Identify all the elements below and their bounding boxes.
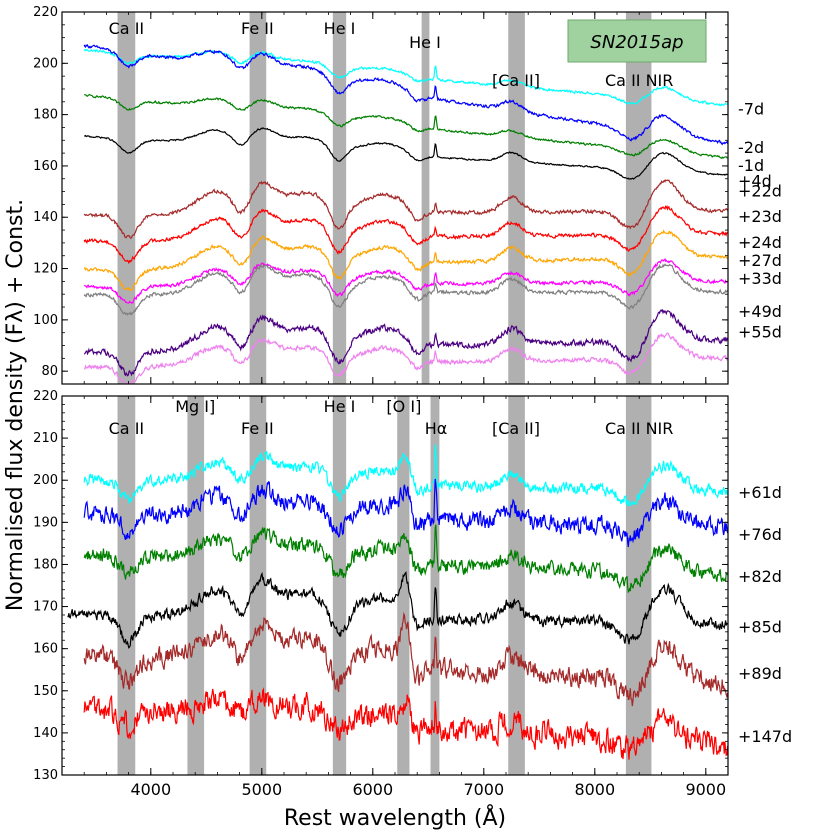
y-tick-label-top-1: 100 [33,313,58,328]
y-tick-label-top-7: 220 [33,5,58,20]
y-tick-label-top-2: 120 [33,262,58,277]
series-line-p76d [83,478,728,548]
band-label-bottom-6: [Ca II] [492,419,540,438]
band-bottom-5 [430,396,440,775]
epoch-label-p82d: +82d [738,567,782,586]
x-tick-label-3: 7000 [463,780,504,799]
band-label-bottom-0: Ca II [109,419,145,438]
series-line-p4d [84,127,728,180]
legend-box [567,19,707,63]
series-line-p147d [83,687,728,760]
series-line-p55d [83,332,728,384]
epoch-label-p22d: +22d [738,182,782,201]
band-label-top-3: He I [409,33,441,52]
y-tick-label-top-0: 80 [41,364,58,379]
band-bottom-6 [508,396,525,775]
panel-bottom: +61d +76d +82d +85d +89d +147d Ca II Mg I] Fe II… [33,389,792,799]
series-line-p33d [83,263,728,316]
band-label-top-5: Ca II NIR [605,71,673,90]
band-label-bottom-3: He I [324,397,356,416]
y-tick-label-bottom-2: 150 [33,684,58,699]
band-bottom-4 [397,396,410,775]
epoch-label-p55d: +55d [738,323,782,342]
band-label-bottom-2: Fe II [241,419,274,438]
y-tick-label-bottom-6: 190 [33,515,58,530]
series-line-p24d [83,229,728,292]
series-line-p61d [83,444,728,507]
band-top-5 [625,12,652,384]
y-tick-label-top-3: 140 [33,210,58,225]
epoch-label-p49d: +49d [738,302,782,321]
epoch-label-m1d: -1d [738,156,764,175]
x-tick-label-4: 8000 [574,780,615,799]
y-tick-label-top-4: 160 [33,159,58,174]
y-tick-label-bottom-8: 210 [33,431,58,446]
x-axis-title: Rest wavelength (Å) [284,804,506,831]
band-label-bottom-4: [O I] [386,397,421,416]
series-line-p89d [83,611,728,707]
series-line-p27d [84,258,728,304]
epoch-label-p147d: +147d [738,727,792,746]
band-label-top-4: [Ca II] [492,71,540,90]
band-top-1 [249,12,267,384]
y-tick-label-bottom-0: 130 [33,768,58,783]
band-top-0 [117,12,136,384]
epoch-label-m7d: -7d [738,99,764,118]
x-tick-label-2: 6000 [352,780,393,799]
epoch-label-m2d: -2d [738,138,764,157]
band-bottom-0 [117,396,136,775]
band-top-2 [332,12,347,384]
epoch-label-p24d: +24d [738,233,782,252]
band-bottom-1 [187,396,205,775]
y-tick-label-bottom-7: 200 [33,473,58,488]
band-bottom-7 [625,396,652,775]
band-label-top-1: Fe II [241,19,274,38]
epoch-label-p61d: +61d [738,483,782,502]
series-line-p23d [83,204,728,265]
band-label-bottom-1: Mg I] [175,397,215,416]
y-tick-label-top-6: 200 [33,56,58,71]
band-label-top-2: He I [324,19,356,38]
series-line-p85d [67,571,728,649]
series-line-m2d [83,44,728,146]
series-line-m1d [84,93,728,159]
y-tick-label-bottom-3: 160 [33,642,58,657]
x-tick-label-1: 5000 [241,780,282,799]
y-tick-label-bottom-1: 140 [33,726,58,741]
panel-top: -7d -2d-1d+4d+22d +23d +24d+27d+33d +49d +55d… [33,5,782,385]
y-tick-label-bottom-4: 170 [33,600,58,615]
epoch-label-p27d: +27d [738,251,782,270]
epoch-label-p89d: +89d [738,664,782,683]
band-label-bottom-5: Hα [425,419,448,438]
band-top-3 [421,12,430,384]
series-line-p22d [83,179,728,240]
band-label-bottom-7: Ca II NIR [605,419,673,438]
series-line-p82d [83,524,728,594]
series-line-p49d [83,308,728,377]
legend: SN2015ap [567,19,707,63]
y-tick-label-top-5: 180 [33,108,58,123]
band-label-top-0: Ca II [109,19,145,38]
y-tick-label-bottom-5: 180 [33,557,58,572]
x-tick-label-5: 9000 [685,780,726,799]
legend-label: SN2015ap [590,32,683,53]
x-tick-label-0: 4000 [130,780,171,799]
epoch-label-p85d: +85d [738,618,782,637]
y-axis-title: Normalised flux density (Fλ) + Const. [3,199,28,611]
epoch-label-p4d: +4d [738,171,772,190]
epoch-label-p23d: +23d [738,207,782,226]
y-tick-label-bottom-9: 220 [33,389,58,404]
epoch-label-p33d: +33d [738,269,782,288]
epoch-label-p76d: +76d [738,525,782,544]
